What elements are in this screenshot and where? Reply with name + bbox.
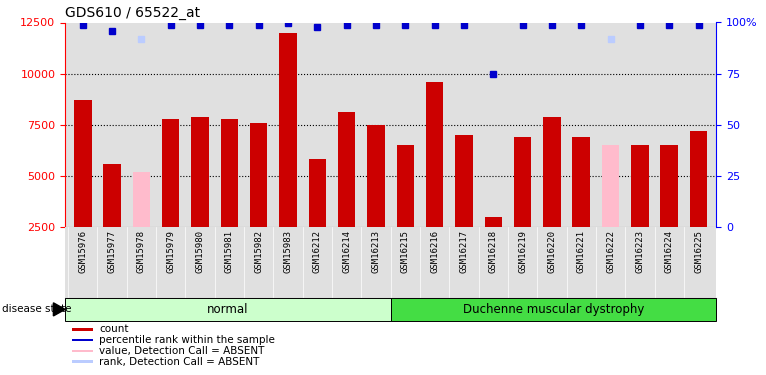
Text: GSM16222: GSM16222 — [606, 230, 615, 273]
Bar — [543, 117, 561, 278]
Bar — [572, 137, 590, 278]
Bar — [631, 145, 649, 278]
Text: GSM15977: GSM15977 — [107, 230, 116, 273]
Text: GSM16212: GSM16212 — [313, 230, 322, 273]
Bar — [74, 100, 91, 278]
Text: GSM16217: GSM16217 — [460, 230, 469, 273]
Text: GSM15983: GSM15983 — [283, 230, 293, 273]
Bar — [602, 145, 620, 278]
Text: GSM16213: GSM16213 — [372, 230, 381, 273]
Bar — [133, 172, 150, 278]
Text: GSM16225: GSM16225 — [694, 230, 703, 273]
Text: GSM15979: GSM15979 — [166, 230, 175, 273]
Text: GSM16216: GSM16216 — [430, 230, 439, 273]
Text: GSM16220: GSM16220 — [548, 230, 556, 273]
Bar — [485, 217, 502, 278]
Text: GSM15981: GSM15981 — [225, 230, 234, 273]
Bar — [514, 137, 532, 278]
Bar — [455, 135, 473, 278]
Bar — [280, 33, 296, 278]
Text: GDS610 / 65522_at: GDS610 / 65522_at — [65, 6, 200, 20]
Bar — [162, 118, 179, 278]
Text: normal: normal — [207, 303, 249, 316]
Bar — [690, 131, 708, 278]
Text: GSM15982: GSM15982 — [254, 230, 264, 273]
Bar — [221, 118, 238, 278]
Bar — [426, 82, 444, 278]
Bar — [367, 124, 385, 278]
Text: GSM16224: GSM16224 — [665, 230, 674, 273]
Text: GSM15978: GSM15978 — [137, 230, 146, 273]
Bar — [309, 159, 326, 278]
Bar — [397, 145, 414, 278]
Text: GSM16221: GSM16221 — [577, 230, 586, 273]
Bar — [72, 339, 93, 341]
Text: GSM15976: GSM15976 — [78, 230, 87, 273]
Text: value, Detection Call = ABSENT: value, Detection Call = ABSENT — [99, 346, 264, 356]
Text: GSM16219: GSM16219 — [518, 230, 527, 273]
Bar — [65, 298, 391, 321]
Text: GSM16223: GSM16223 — [636, 230, 644, 273]
Bar — [192, 117, 209, 278]
Polygon shape — [54, 303, 65, 316]
Bar — [72, 360, 93, 363]
Text: percentile rank within the sample: percentile rank within the sample — [99, 335, 275, 345]
Bar — [391, 298, 716, 321]
Bar — [72, 350, 93, 352]
Text: GSM16214: GSM16214 — [342, 230, 351, 273]
Bar — [72, 328, 93, 331]
Text: GSM16215: GSM16215 — [401, 230, 410, 273]
Text: GSM15980: GSM15980 — [195, 230, 205, 273]
Text: GSM16218: GSM16218 — [489, 230, 498, 273]
Bar — [338, 112, 355, 278]
Bar — [103, 164, 121, 278]
Text: count: count — [99, 324, 129, 334]
Text: Duchenne muscular dystrophy: Duchenne muscular dystrophy — [463, 303, 644, 316]
Text: disease state: disease state — [2, 304, 71, 314]
Bar — [660, 145, 678, 278]
Text: rank, Detection Call = ABSENT: rank, Detection Call = ABSENT — [99, 357, 260, 366]
Bar — [250, 123, 267, 278]
